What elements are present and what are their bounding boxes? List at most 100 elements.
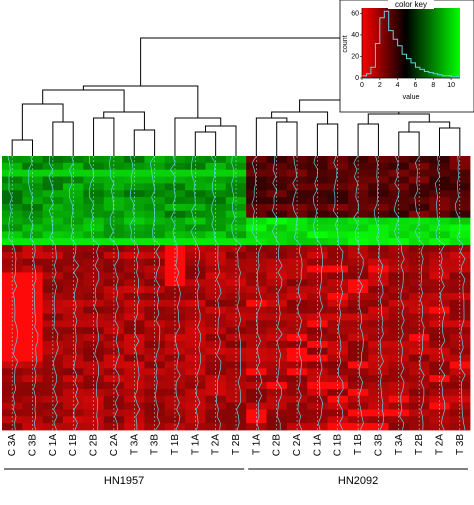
heatmap-cell xyxy=(429,279,451,287)
heatmap-cell xyxy=(246,368,267,376)
heatmap-cell xyxy=(246,299,267,308)
heatmap-cell xyxy=(205,279,227,287)
heatmap-cell xyxy=(185,354,206,362)
heatmap-cell xyxy=(2,156,23,164)
heatmap-cell xyxy=(266,258,288,266)
column-label: T 3B xyxy=(150,434,161,455)
heatmap-cell xyxy=(286,251,308,260)
color-key-histogram xyxy=(362,10,460,78)
dendrogram-branch xyxy=(255,117,288,156)
heatmap-cell xyxy=(205,299,227,308)
color-key: color key 0 2 4 6 8 10 0 20 40 60 count value xyxy=(339,0,474,113)
heatmap-cell xyxy=(449,299,471,308)
heatmap-cell xyxy=(205,375,227,383)
heatmap-cell xyxy=(63,402,84,410)
heatmap-cell xyxy=(103,347,125,356)
heatmap-cell xyxy=(164,231,186,239)
heatmap-cell xyxy=(246,156,267,164)
heatmap-cell xyxy=(388,416,410,424)
heatmap-cell xyxy=(124,347,145,356)
heatmap-cell xyxy=(103,402,125,410)
heatmap-cell xyxy=(83,203,105,212)
heatmap-cell xyxy=(286,327,308,335)
heatmap-cell xyxy=(388,368,410,376)
heatmap-cell xyxy=(429,375,451,383)
column-label: C 2A xyxy=(109,434,120,457)
column-label: T 2A xyxy=(434,434,445,455)
heatmap-cell xyxy=(449,416,471,424)
group-label: HN2092 xyxy=(338,475,378,487)
key-x-tick-label: 2 xyxy=(378,82,382,89)
heatmap-cell xyxy=(266,299,288,308)
heatmap-cell xyxy=(246,375,267,383)
heatmap-cell xyxy=(429,183,451,191)
heatmap-cell xyxy=(225,203,247,212)
heatmap-cell xyxy=(42,354,64,362)
heatmap-cell xyxy=(124,395,145,403)
heatmap-cell xyxy=(449,251,471,260)
heatmap-cell xyxy=(347,279,369,287)
heatmap-cell xyxy=(429,156,451,164)
column-label: T 3A xyxy=(394,434,405,455)
heatmap-cell xyxy=(144,203,166,212)
heatmap-cell xyxy=(205,306,227,314)
heatmap-cell xyxy=(408,354,430,362)
dendrogram-branch xyxy=(398,131,420,156)
key-x-tick-label: 10 xyxy=(447,82,455,89)
heatmap-cell xyxy=(83,183,105,191)
heatmap-cell xyxy=(42,402,64,410)
key-x-tick-label: 8 xyxy=(431,82,435,89)
heatmap-cell xyxy=(368,423,390,431)
heatmap-cell xyxy=(388,210,410,219)
heatmap-cell xyxy=(368,416,390,424)
heatmap-cell xyxy=(164,306,186,314)
heatmap-cell xyxy=(408,203,430,212)
heatmap-cell xyxy=(368,183,390,191)
heatmap-cell xyxy=(347,347,369,356)
heatmap-cell xyxy=(327,395,349,403)
heatmap-cell xyxy=(307,423,328,431)
heatmap-cell xyxy=(22,162,44,171)
heatmap-cell xyxy=(164,327,186,335)
heatmap-cell xyxy=(144,231,166,239)
heatmap-cell xyxy=(83,231,105,239)
heatmap-cell xyxy=(347,327,369,335)
heatmap-cell xyxy=(408,210,430,219)
heatmap-cell xyxy=(83,162,105,171)
heatmap-cell xyxy=(42,251,64,260)
group-brackets: HN1957 HN2092 xyxy=(4,468,468,487)
heatmap-cell xyxy=(2,347,23,356)
heatmap-cell xyxy=(327,416,349,424)
heatmap-cell xyxy=(266,279,288,287)
column-label: T 3B xyxy=(455,434,466,455)
heatmap-cell xyxy=(327,368,349,376)
heatmap-cell xyxy=(225,354,247,362)
heatmap-cell xyxy=(103,354,125,362)
heatmap-cell xyxy=(103,423,125,431)
heatmap-cell xyxy=(449,306,471,314)
heatmap-cell xyxy=(246,279,267,287)
heatmap-cell xyxy=(307,183,328,191)
heatmap-cell xyxy=(286,258,308,266)
dendrogram-branch xyxy=(408,121,451,132)
heatmap-cell xyxy=(225,402,247,410)
trace-line xyxy=(332,155,344,431)
trace-line xyxy=(129,155,141,431)
heatmap-cell xyxy=(225,423,247,431)
column-label: C 1B xyxy=(68,434,79,457)
heatmap-cell xyxy=(327,258,349,266)
heatmap-cell xyxy=(449,354,471,362)
heatmap-cell xyxy=(83,395,105,403)
trace-line xyxy=(292,155,303,431)
color-key-title-bg xyxy=(388,0,434,9)
heatmap-cell xyxy=(388,279,410,287)
dendrogram-branch xyxy=(133,129,156,156)
heatmap-cell xyxy=(103,299,125,308)
heatmap-cell xyxy=(185,258,206,266)
heatmap-cell xyxy=(307,416,328,424)
heatmap-cell xyxy=(307,402,328,410)
heatmap-cell xyxy=(347,183,369,191)
heatmap-cell xyxy=(63,416,84,424)
heatmap-cell xyxy=(22,368,44,376)
heatmap-cell xyxy=(42,423,64,431)
